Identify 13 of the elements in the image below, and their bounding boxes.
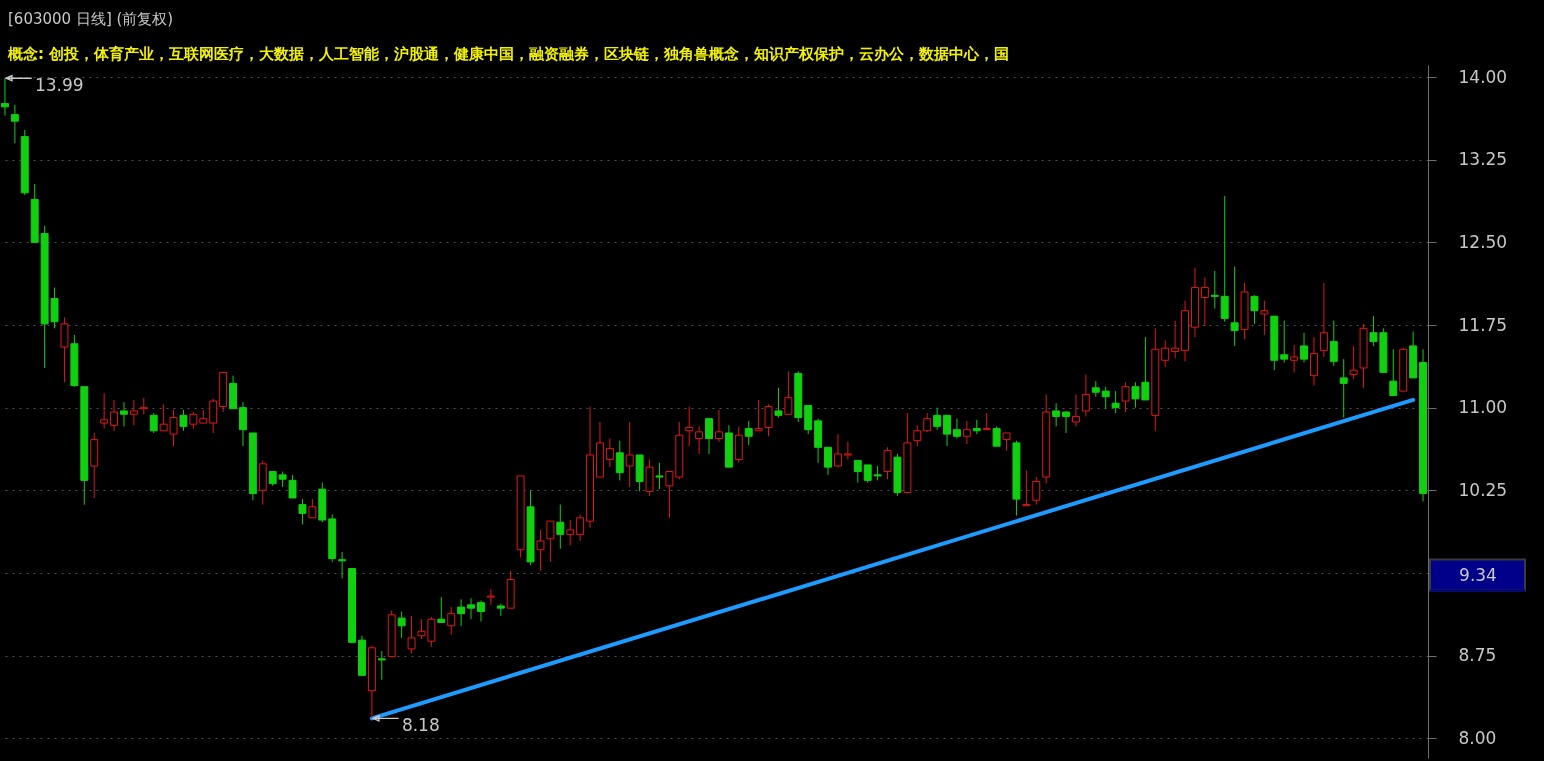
chart-title: [603000 日线] (前复权) [8,10,174,28]
annotation: 8.18 [401,715,440,736]
y-tick-label: 10.25 [1458,479,1508,500]
y-tick-label: 11.00 [1458,397,1508,418]
y-tick-label: 11.75 [1458,314,1508,335]
y-tick-label: 14.00 [1458,66,1508,87]
chart-subtitle: 概念: 创投，体育产业，互联网医疗，大数据，人工智能，沪股通，健康中国，融资融券，区块链，独角兽概念，知识产权保护，云办公，数据中心，国 [7,45,1010,63]
y-tick-label: 12.50 [1458,231,1508,252]
annotation: 13.99 [34,75,84,96]
ref-line-label: 9.34 [1459,564,1497,585]
y-tick-label: 8.00 [1458,727,1497,748]
y-tick-label: 8.75 [1458,645,1497,666]
y-tick-label: 13.25 [1458,149,1508,170]
